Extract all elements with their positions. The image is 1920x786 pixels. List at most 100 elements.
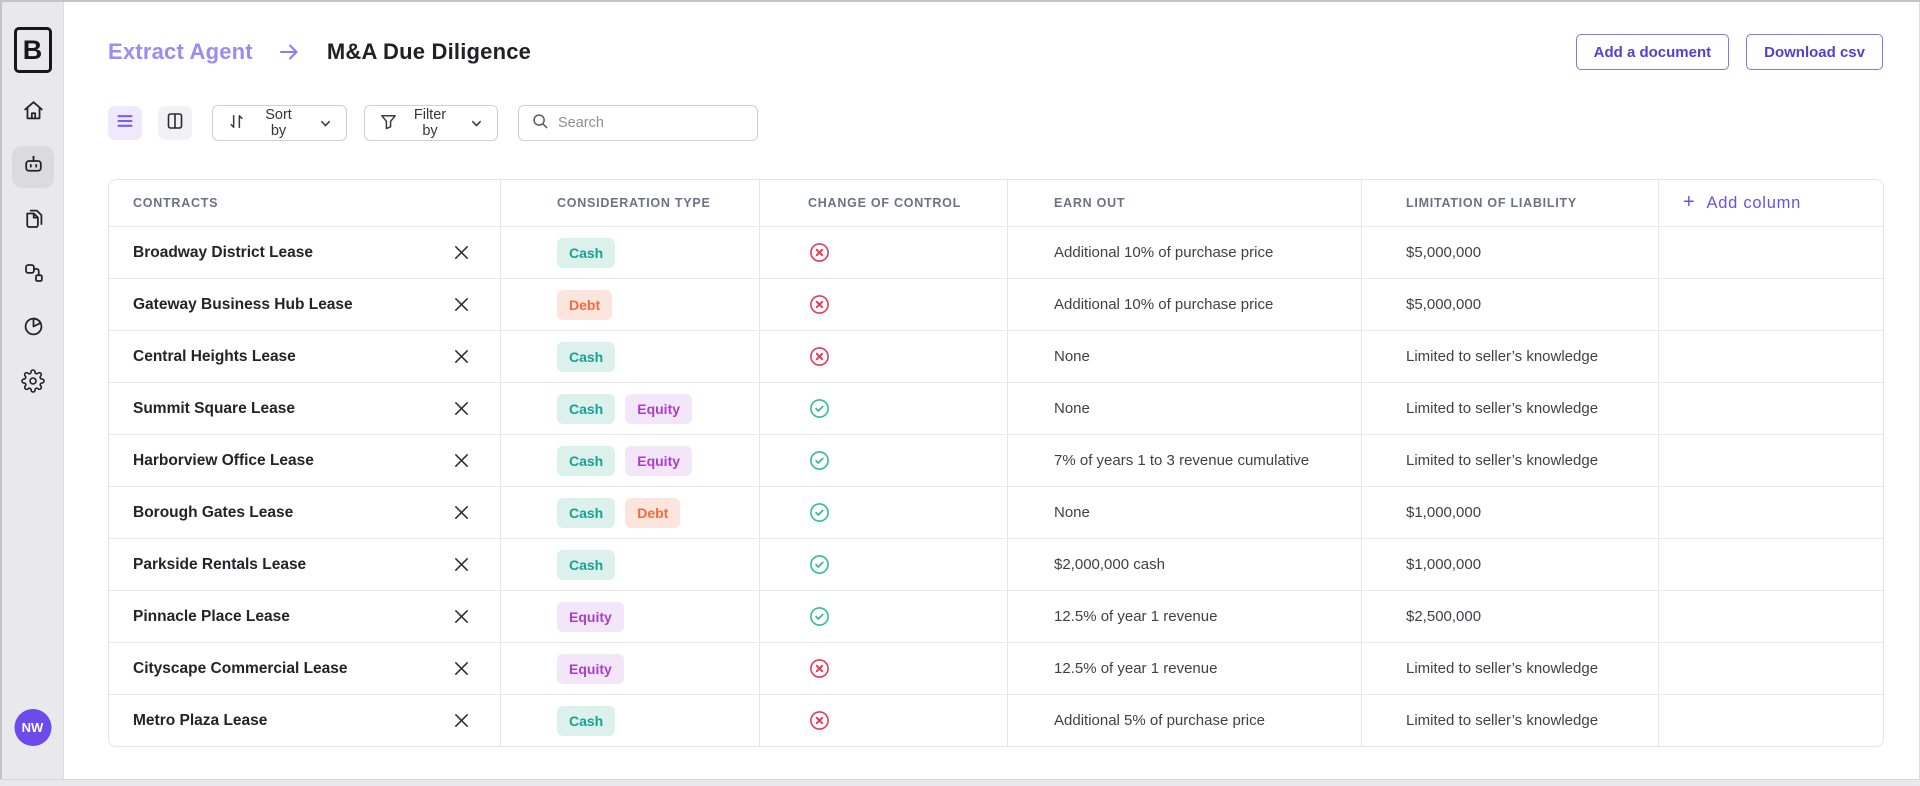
contracts-table: CONTRACTS CONSIDERATION TYPE CHANGE OF C… [108,179,1884,747]
board-view-toggle[interactable] [158,106,192,140]
consideration-chip-equity: Equity [557,601,624,632]
limitation-of-liability-value: $1,000,000 [1406,504,1482,521]
sidebar-item-workflows[interactable] [12,254,54,296]
consideration-chip-debt: Debt [625,497,681,528]
earn-out-value: Additional 10% of purchase price [1054,244,1274,261]
check-circle-icon [808,397,831,420]
earn-out-value: $2,000,000 cash [1054,556,1165,573]
remove-contract-icon[interactable] [453,660,470,677]
add-column-cell [1659,331,1883,382]
chevron-down-icon [319,117,332,130]
sort-by-button[interactable]: Sort by [212,105,347,141]
change-of-control-cell [760,383,1008,434]
contract-cell: Summit Square Lease [109,383,501,434]
limitation-of-liability-cell: Limited to seller’s knowledge [1362,331,1659,382]
contract-cell: Parkside Rentals Lease [109,539,501,590]
limitation-of-liability-cell: $5,000,000 [1362,279,1659,330]
search-input[interactable] [558,115,745,131]
table-header-row: CONTRACTS CONSIDERATION TYPE CHANGE OF C… [109,180,1883,226]
sidebar-item-agents[interactable] [12,146,54,188]
remove-contract-icon[interactable] [453,348,470,365]
column-header-limitation-of-liability[interactable]: LIMITATION OF LIABILITY [1362,180,1659,226]
consideration-type-cell: Cash [501,227,760,278]
consideration-chip-cash: Cash [557,393,616,424]
contract-name: Gateway Business Hub Lease [133,295,353,313]
earn-out-value: None [1054,348,1090,365]
table-row[interactable]: Metro Plaza Lease Cash Additional 5% of … [109,694,1883,746]
download-csv-button[interactable]: Download csv [1746,34,1883,70]
columns-icon [165,111,185,136]
remove-contract-icon[interactable] [453,244,470,261]
consideration-type-cell: Cash [501,331,760,382]
consideration-chip-cash: Cash [557,705,616,736]
consideration-chip-equity: Equity [557,653,624,684]
add-column-button[interactable]: + Add column [1683,191,1801,213]
check-circle-icon [808,501,831,524]
column-header-change-of-control[interactable]: CHANGE OF CONTROL [760,180,1008,226]
remove-contract-icon[interactable] [453,608,470,625]
avatar-initials: NW [21,720,44,735]
consideration-type-cell: Equity [501,643,760,694]
table-row[interactable]: Parkside Rentals Lease Cash $2,000,000 c… [109,538,1883,590]
column-header-consideration-type[interactable]: CONSIDERATION TYPE [501,180,760,226]
add-column-cell [1659,643,1883,694]
remove-contract-icon[interactable] [453,452,470,469]
sidebar-item-analytics[interactable] [12,308,54,350]
sidebar-item-documents[interactable] [12,200,54,242]
add-column-cell [1659,383,1883,434]
add-document-button[interactable]: Add a document [1575,34,1730,70]
search-icon [531,112,549,135]
sort-arrows-icon [227,112,246,135]
column-header-earn-out[interactable]: EARN OUT [1008,180,1362,226]
limitation-of-liability-value: Limited to seller’s knowledge [1406,452,1599,469]
table-row[interactable]: Borough Gates Lease Cash Debt None $1,000… [109,486,1883,538]
sidebar-item-home[interactable] [12,92,54,134]
sidebar-item-settings[interactable] [12,362,54,404]
earn-out-cell: Additional 10% of purchase price [1008,279,1362,330]
table-row[interactable]: Summit Square Lease Cash Equity None Limi… [109,382,1883,434]
limitation-of-liability-cell: $2,500,000 [1362,591,1659,642]
table-row[interactable]: Gateway Business Hub Lease Debt Addition… [109,278,1883,330]
consideration-chip-cash: Cash [557,445,616,476]
earn-out-cell: 7% of years 1 to 3 revenue cumulative [1008,435,1362,486]
breadcrumb-extract-agent[interactable]: Extract Agent [108,39,253,64]
consideration-chip-cash: Cash [557,549,616,580]
titlebar-actions: Add a document Download csv [1575,34,1883,70]
remove-contract-icon[interactable] [453,296,470,313]
app-logo[interactable]: B [13,27,52,73]
check-circle-icon [808,449,831,472]
table-row[interactable]: Cityscape Commercial Lease Equity 12.5% … [109,642,1883,694]
limitation-of-liability-value: Limited to seller’s knowledge [1406,712,1599,729]
remove-contract-icon[interactable] [453,400,470,417]
remove-contract-icon[interactable] [453,556,470,573]
x-circle-icon [808,709,831,732]
limitation-of-liability-cell: Limited to seller’s knowledge [1362,643,1659,694]
plus-icon: + [1683,191,1696,213]
consideration-chip-equity: Equity [625,393,693,424]
remove-contract-icon[interactable] [453,712,470,729]
table-body: Broadway District Lease Cash Additional … [109,226,1883,746]
table-row[interactable]: Pinnacle Place Lease Equity 12.5% of yea… [109,590,1883,642]
table-row[interactable]: Broadway District Lease Cash Additional … [109,226,1883,278]
avatar[interactable]: NW [14,709,51,746]
filter-by-button[interactable]: Filter by [364,105,498,141]
limitation-of-liability-cell: Limited to seller’s knowledge [1362,383,1659,434]
earn-out-cell: Additional 5% of purchase price [1008,695,1362,746]
x-circle-icon [808,345,831,368]
contract-cell: Borough Gates Lease [109,487,501,538]
sidebar: B [2,2,64,786]
list-view-toggle[interactable] [108,106,142,140]
change-of-control-cell [760,487,1008,538]
limitation-of-liability-value: $2,500,000 [1406,608,1482,625]
hamburger-icon [115,111,135,136]
table-row[interactable]: Harborview Office Lease Cash Equity 7% of… [109,434,1883,486]
remove-contract-icon[interactable] [453,504,470,521]
table-row[interactable]: Central Heights Lease Cash None Limited … [109,330,1883,382]
contract-cell: Pinnacle Place Lease [109,591,501,642]
earn-out-value: None [1054,504,1090,521]
pie-chart-icon [21,314,46,344]
add-column-cell [1659,591,1883,642]
earn-out-cell: None [1008,383,1362,434]
column-header-contracts[interactable]: CONTRACTS [109,180,501,226]
